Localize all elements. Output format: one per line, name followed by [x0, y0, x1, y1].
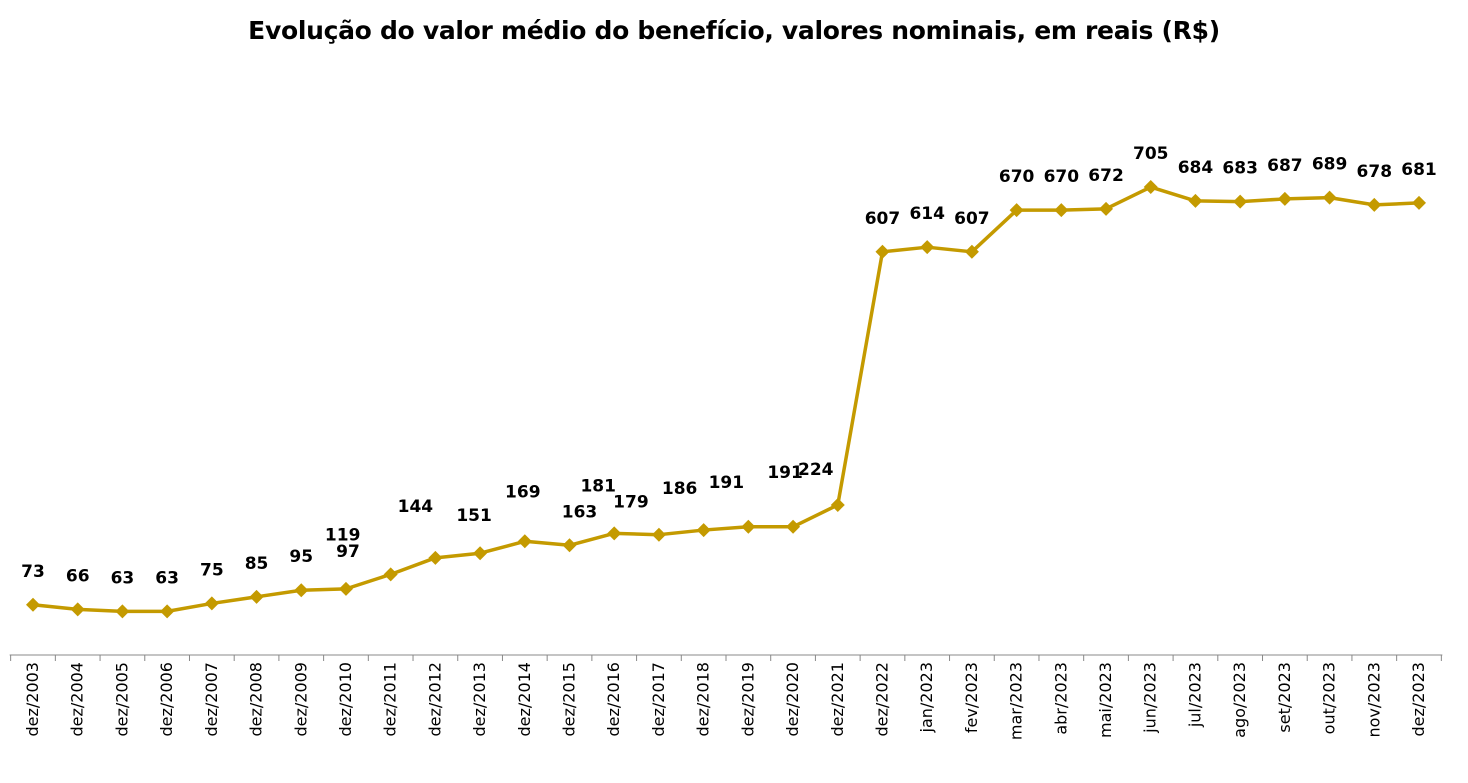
data-point-marker	[651, 527, 666, 542]
data-point-marker	[1188, 193, 1203, 208]
data-label: 119	[325, 525, 361, 545]
data-label: 191	[767, 463, 803, 483]
data-label: 191	[709, 473, 745, 493]
data-point-marker	[70, 602, 85, 617]
data-label: 614	[909, 204, 945, 224]
data-label: 687	[1267, 156, 1303, 176]
x-tick-label: dez/2019	[738, 662, 757, 737]
data-label: 66	[66, 566, 90, 586]
data-label: 169	[505, 482, 541, 502]
data-point-marker	[473, 546, 488, 561]
x-tick-label: dez/2006	[157, 662, 176, 737]
data-point-marker	[1412, 195, 1426, 210]
data-label: 684	[1178, 158, 1214, 178]
x-tick-label: dez/2009	[291, 662, 310, 737]
data-point-marker	[1143, 180, 1158, 195]
data-point-marker	[1009, 203, 1024, 218]
data-point-marker	[249, 589, 264, 604]
data-point-marker	[607, 526, 622, 541]
x-tick-label: abr/2023	[1051, 662, 1070, 735]
data-point-marker	[920, 240, 935, 255]
x-tick-label: dez/2020	[783, 662, 802, 737]
x-tick-label: dez/2012	[425, 662, 444, 737]
x-tick-label: dez/2014	[515, 662, 534, 737]
x-tick-label: dez/2003	[23, 662, 42, 737]
data-point-marker	[786, 519, 801, 534]
x-tick-label: jul/2023	[1185, 662, 1204, 728]
data-point-marker	[428, 550, 443, 565]
data-label: 607	[954, 209, 990, 229]
x-tick-label: dez/2023	[1409, 662, 1428, 737]
x-tick-label: mar/2023	[1007, 662, 1026, 740]
data-point-marker	[830, 497, 845, 512]
x-tick-label: out/2023	[1320, 662, 1339, 734]
x-tick-label: dez/2022	[872, 662, 891, 737]
data-point-marker	[160, 604, 175, 619]
x-tick-label: dez/2007	[202, 662, 221, 737]
data-point-marker	[1277, 191, 1292, 206]
x-tick-label: dez/2005	[112, 662, 131, 737]
data-label: 186	[662, 479, 698, 499]
data-label: 95	[289, 547, 313, 567]
data-point-marker	[115, 604, 130, 619]
data-label: 151	[456, 506, 492, 526]
data-point-marker	[875, 244, 890, 259]
data-label: 670	[999, 167, 1035, 187]
data-point-marker	[517, 534, 532, 549]
data-point-marker	[26, 597, 40, 612]
data-point-marker	[204, 596, 219, 611]
data-label: 224	[798, 460, 834, 480]
data-point-marker	[1322, 190, 1337, 205]
data-label: 670	[1044, 167, 1080, 187]
data-label: 63	[111, 568, 135, 588]
data-point-marker	[1099, 201, 1114, 216]
x-tick-label: jun/2023	[1141, 662, 1160, 734]
data-point-marker	[696, 523, 711, 538]
data-label: 63	[155, 568, 179, 588]
data-point-marker	[964, 244, 979, 259]
data-label: 144	[398, 497, 434, 517]
data-point-marker	[383, 567, 398, 582]
data-label: 85	[245, 554, 269, 574]
chart-title: Evolução do valor médio do benefício, va…	[248, 16, 1220, 45]
data-label: 681	[1401, 160, 1437, 180]
x-tick-label: mai/2023	[1096, 662, 1115, 738]
data-label: 672	[1088, 166, 1124, 186]
data-point-marker	[1367, 197, 1382, 212]
data-label: 689	[1312, 155, 1348, 175]
series-line	[32, 185, 1420, 614]
data-label: 163	[562, 502, 598, 522]
data-point-marker	[1233, 194, 1248, 209]
data-label: 73	[21, 562, 45, 582]
data-label: 705	[1133, 144, 1169, 164]
x-tick-label: jan/2023	[917, 662, 936, 734]
data-label: 607	[865, 209, 901, 229]
data-label: 683	[1222, 159, 1258, 179]
x-tick-label: dez/2011	[381, 662, 400, 737]
x-tick-label: ago/2023	[1230, 662, 1249, 738]
x-tick-label: dez/2004	[68, 662, 87, 737]
x-tick-label: dez/2013	[470, 662, 489, 737]
data-label: 179	[613, 493, 649, 513]
x-tick-label: dez/2018	[694, 662, 713, 737]
x-tick-label: set/2023	[1275, 662, 1294, 733]
data-label: 97	[336, 542, 360, 562]
data-point-marker	[338, 581, 353, 596]
data-point-marker	[1054, 203, 1069, 218]
x-tick-label: dez/2017	[649, 662, 668, 737]
x-tick-label: dez/2015	[560, 662, 579, 737]
x-tick-label: dez/2008	[247, 662, 266, 737]
data-point-marker	[741, 519, 756, 534]
data-label: 75	[200, 560, 224, 580]
x-tick-label: fev/2023	[962, 662, 981, 733]
x-tick-label: dez/2010	[336, 662, 355, 737]
data-point-marker	[294, 583, 309, 598]
data-label: 181	[580, 476, 616, 496]
x-tick-label: dez/2021	[828, 662, 847, 737]
x-tick-label: nov/2023	[1364, 662, 1383, 738]
data-label: 678	[1357, 162, 1393, 182]
x-tick-label: dez/2016	[604, 662, 623, 737]
data-point-marker	[562, 538, 577, 553]
